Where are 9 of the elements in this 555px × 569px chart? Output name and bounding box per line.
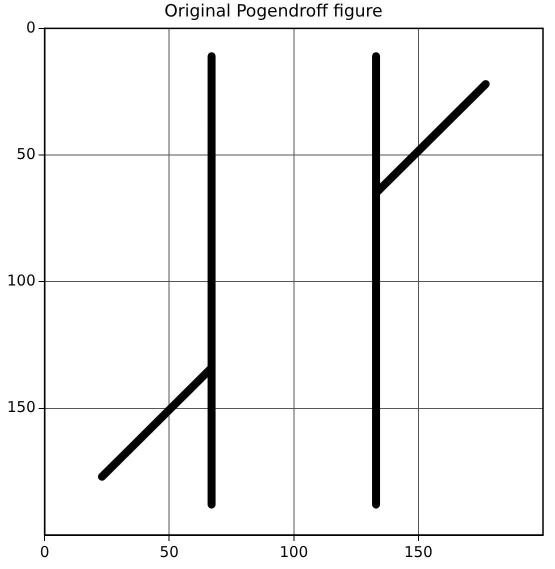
x-tick-label: 50 xyxy=(160,542,179,561)
x-tick-label: 150 xyxy=(404,542,433,561)
x-tick-label: 100 xyxy=(279,542,308,561)
y-tick-label: 0 xyxy=(26,18,36,36)
x-tick-label: 0 xyxy=(40,542,50,561)
y-tick-label: 50 xyxy=(16,144,36,163)
y-tick-label: 100 xyxy=(6,272,36,290)
y-tick-label: 150 xyxy=(6,398,36,416)
chart-title: Original Pogendroff figure xyxy=(164,2,383,22)
